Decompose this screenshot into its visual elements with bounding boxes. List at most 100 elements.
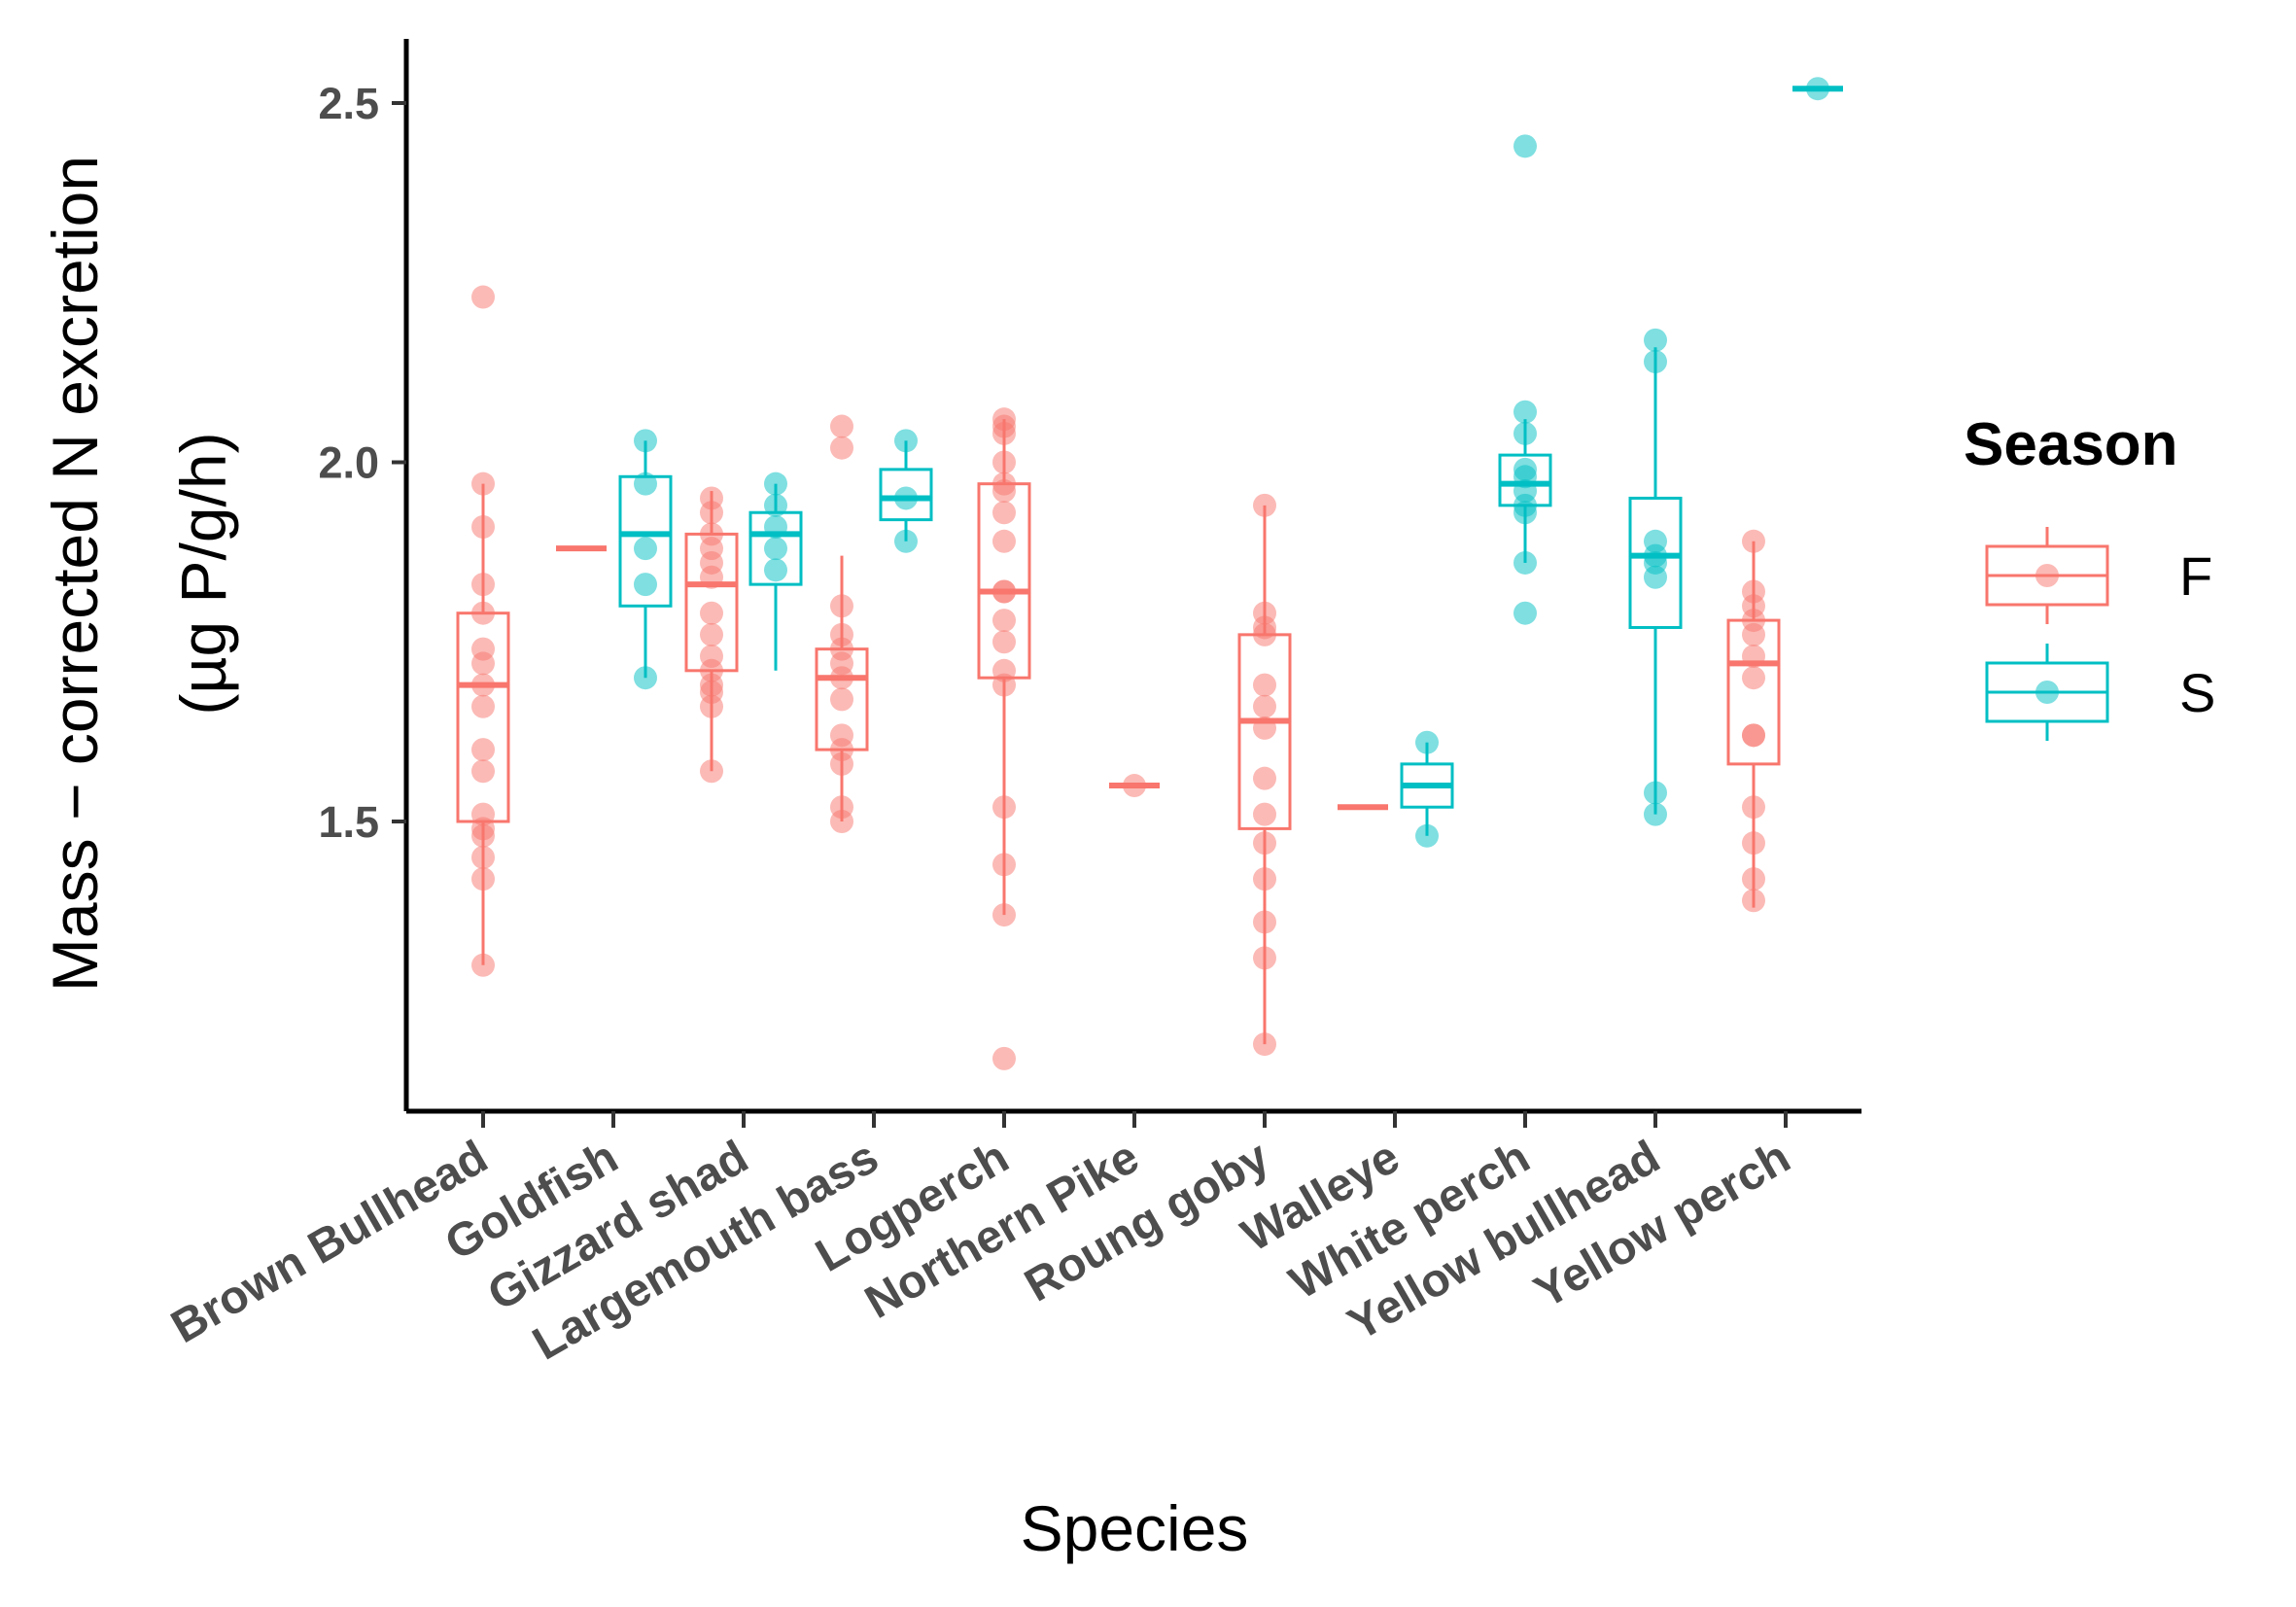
point-gizzard-shad-f [700, 759, 723, 784]
point-goldfish-s [634, 472, 657, 496]
point-brown-bullhead-f [471, 285, 495, 309]
point-logperch-f [992, 795, 1016, 820]
point-roung-goby-f [1253, 766, 1276, 790]
point-logperch-f [992, 501, 1016, 525]
point-white-perch-s [1513, 501, 1537, 525]
point-yellow-perch-f [1742, 645, 1765, 669]
point-brown-bullhead-f [471, 515, 495, 540]
point-walleye-s [1415, 823, 1439, 848]
point-largemouth-bass-f [830, 666, 853, 690]
legend: Season FS [1964, 411, 2215, 741]
point-yellow-perch-f [1742, 795, 1765, 820]
point-roung-goby-f [1253, 867, 1276, 891]
point-largemouth-bass-f [830, 414, 853, 438]
legend-entry-s: S [1985, 644, 2215, 741]
point-roung-goby-f [1253, 831, 1276, 856]
point-yellow-perch-f [1742, 889, 1765, 913]
legend-entries: FS [1985, 527, 2215, 741]
point-white-perch-s [1513, 550, 1537, 575]
point-brown-bullhead-f [471, 867, 495, 891]
point-gizzard-shad-f [700, 565, 723, 589]
point-brown-bullhead-f [471, 823, 495, 848]
point-roung-goby-f [1253, 622, 1276, 646]
y-ticks: 1.5 2.0 2.5 [318, 79, 406, 847]
point-white-perch-s [1513, 421, 1537, 445]
point-roung-goby-f [1253, 694, 1276, 718]
point-largemouth-bass-f [830, 594, 853, 618]
point-goldfish-s [634, 537, 657, 561]
point-logperch-f [992, 421, 1016, 445]
point-logperch-f [992, 450, 1016, 474]
y-axis-title-unit: (µg P/g/h) [167, 432, 239, 715]
point-largemouth-bass-s [894, 529, 918, 553]
point-roung-goby-f [1253, 1032, 1276, 1057]
point-brown-bullhead-f [471, 845, 495, 869]
y-tick-label: 1.5 [318, 797, 379, 847]
point-walleye-s [1415, 730, 1439, 754]
point-roung-goby-f [1253, 910, 1276, 934]
point-logperch-f [992, 630, 1016, 654]
y-tick-label: 2.5 [318, 79, 379, 128]
legend-title: Season [1964, 411, 2178, 478]
point-gizzard-shad-s [764, 515, 787, 540]
point-brown-bullhead-f [471, 673, 495, 697]
point-goldfish-s [634, 429, 657, 453]
point-largemouth-bass-f [830, 436, 853, 460]
point-roung-goby-f [1253, 716, 1276, 740]
box-body [879, 468, 933, 522]
point-brown-bullhead-f [471, 573, 495, 597]
legend-label: S [2179, 662, 2215, 723]
point-largemouth-bass-s [894, 486, 918, 510]
y-axis-title: Mass − corrected N excretion [39, 156, 111, 992]
point-yellow-perch-f [1742, 831, 1765, 856]
point-yellow-perch-f [1742, 666, 1765, 690]
point-gizzard-shad-s [764, 493, 787, 517]
point-largemouth-bass-f [830, 751, 853, 776]
box-body [1628, 496, 1683, 629]
plot-area [456, 77, 1843, 1070]
point-logperch-f [992, 579, 1016, 604]
point-yellow-bullhead-s [1644, 781, 1667, 805]
legend-key-point [2035, 564, 2059, 587]
point-brown-bullhead-f [471, 651, 495, 676]
point-brown-bullhead-f [471, 694, 495, 718]
point-gizzard-shad-f [700, 501, 723, 525]
point-largemouth-bass-f [830, 810, 853, 833]
point-logperch-f [992, 609, 1016, 633]
point-largemouth-bass-f [830, 687, 853, 712]
point-white-perch-s [1513, 400, 1537, 424]
point-northern-pike-f [1123, 774, 1146, 798]
point-gizzard-shad-f [700, 694, 723, 718]
point-roung-goby-f [1253, 493, 1276, 517]
point-white-perch-s [1513, 134, 1537, 158]
point-logperch-f [992, 673, 1016, 697]
point-brown-bullhead-f [471, 472, 495, 496]
point-gizzard-shad-s [764, 558, 787, 582]
point-gizzard-shad-f [700, 601, 723, 625]
axes [403, 39, 1861, 1114]
point-yellow-perch-f [1742, 723, 1765, 748]
point-yellow-perch-s [1806, 77, 1829, 101]
point-yellow-bullhead-s [1644, 802, 1667, 826]
point-logperch-f [992, 529, 1016, 553]
point-yellow-bullhead-s [1644, 350, 1667, 374]
point-gizzard-shad-s [764, 537, 787, 561]
legend-entry-f: F [1985, 527, 2212, 624]
legend-key-point [2035, 681, 2059, 704]
point-yellow-perch-f [1742, 529, 1765, 553]
box-walleye-s [1400, 742, 1454, 836]
x-axis-title: Species [1021, 1492, 1249, 1564]
point-brown-bullhead-f [471, 759, 495, 784]
point-goldfish-s [634, 573, 657, 597]
point-gizzard-shad-f [700, 622, 723, 646]
point-goldfish-s [634, 666, 657, 690]
point-logperch-f [992, 1046, 1016, 1070]
point-brown-bullhead-f [471, 738, 495, 762]
point-yellow-bullhead-s [1644, 565, 1667, 589]
point-white-perch-s [1513, 601, 1537, 625]
point-gizzard-shad-s [764, 472, 787, 496]
point-brown-bullhead-f [471, 601, 495, 625]
point-roung-goby-f [1253, 673, 1276, 697]
